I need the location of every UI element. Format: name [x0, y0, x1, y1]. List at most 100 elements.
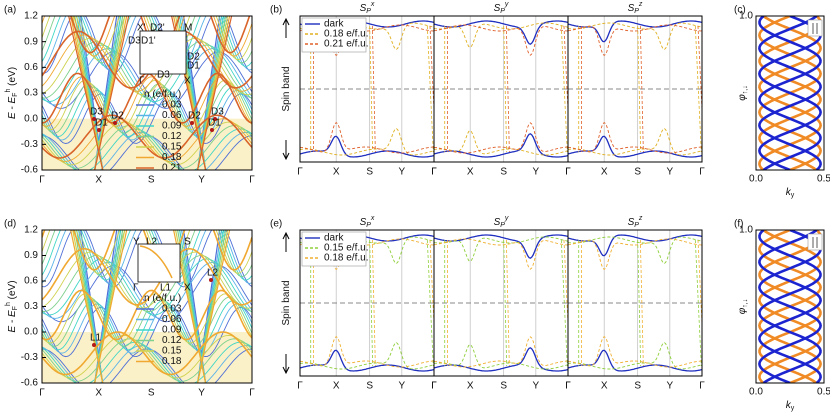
arrow-down	[282, 354, 290, 375]
spin-curve	[434, 22, 568, 48]
x-tick-label: Γ	[297, 167, 303, 178]
x-axis-label-sub: y	[791, 192, 795, 199]
y-tick-label: -0.3	[21, 139, 39, 150]
clipped-group	[434, 230, 568, 376]
spin-curve	[300, 336, 434, 368]
subplot-title: SPy	[494, 215, 509, 229]
band-curve	[42, 230, 252, 271]
subplot-title-main: S	[360, 217, 367, 228]
band-curve	[42, 83, 252, 134]
band-curve	[42, 230, 252, 274]
spin-curve	[300, 122, 434, 154]
legend-title: n (e/f.u.)	[144, 293, 181, 304]
y-axis-label-main: φ	[737, 94, 748, 101]
spin-curve	[300, 135, 434, 158]
clipped-group	[434, 16, 568, 162]
plot-frame	[755, 229, 825, 384]
point-label: D3	[90, 107, 103, 118]
cone-line	[70, 230, 104, 383]
spin-curve	[434, 130, 568, 156]
y-axis-label: Spin band	[281, 66, 292, 111]
point-dot	[92, 117, 96, 121]
spin-curve	[568, 349, 702, 372]
y-tick-label: 1.2	[24, 11, 38, 22]
subplot-title-sub: P	[634, 222, 639, 229]
y-axis-label-sub: F	[12, 306, 19, 310]
y-tick-label: 0.6	[24, 276, 38, 287]
subplot-title-sub: P	[366, 8, 371, 15]
clipped-group	[758, 16, 822, 170]
spin-vertical	[429, 25, 434, 119]
x-tick-label: X	[467, 381, 474, 392]
subplot-title-main: S	[494, 3, 501, 14]
cone-line	[68, 16, 104, 170]
subplot-frame	[567, 15, 703, 163]
spin-curve	[434, 347, 568, 372]
x-tick-label: Y	[198, 388, 205, 399]
spin-vertical	[563, 25, 568, 119]
spin-curve	[434, 20, 568, 45]
inset-label: D1	[187, 61, 200, 72]
y-tick-label: 1.0	[739, 225, 753, 236]
x-tick-label: S	[500, 381, 507, 392]
spin-vertical	[503, 25, 508, 153]
x-tick-label: Γ	[565, 381, 571, 392]
x-tick-label: Γ	[297, 381, 303, 392]
spin-vertical	[694, 25, 702, 153]
clipped-group	[758, 230, 822, 383]
arrow-down	[282, 140, 290, 161]
subplot-title-sub: P	[366, 222, 371, 229]
y-axis-label: φ↑,↓	[737, 85, 749, 100]
band-curve	[42, 338, 252, 382]
spin-curve	[434, 234, 568, 259]
inset-label: X	[184, 76, 191, 87]
y-tick-label: 1.0	[739, 11, 753, 22]
inset-label: D1'	[141, 36, 156, 47]
band-curve	[42, 16, 252, 61]
texture-curve	[758, 16, 822, 170]
spin-curve	[434, 344, 568, 370]
texture-curve	[758, 16, 822, 170]
spin-vertical	[503, 239, 508, 367]
y-axis-label-sup: h	[5, 89, 12, 93]
subplot-title: SPz	[628, 215, 643, 229]
x-tick-label: Γ	[699, 381, 705, 392]
y-axis-label-main: φ	[737, 307, 748, 314]
inset-path	[139, 245, 173, 279]
cone-line	[197, 230, 231, 383]
x-tick-label: S	[366, 167, 373, 178]
spin-vertical	[369, 239, 374, 367]
spin-vertical	[639, 239, 644, 367]
y-tick-label: 0.3	[24, 301, 38, 312]
cone-line	[94, 16, 130, 170]
point-dot	[210, 128, 214, 132]
point-dot	[113, 121, 117, 125]
spin-curve	[568, 20, 702, 43]
y-axis-label-main: Spin band	[281, 280, 292, 325]
spin-vertical	[697, 25, 702, 119]
legend-title-main: n	[144, 293, 150, 304]
spin-vertical	[637, 239, 642, 367]
legend-label: 0.15 e/f.u.	[324, 243, 368, 254]
y-tick-label: -0.6	[21, 378, 39, 389]
x-tick-label: Y	[533, 167, 540, 178]
plot-frame	[755, 15, 825, 171]
band-curve	[42, 334, 252, 379]
subplot-frame	[567, 229, 703, 377]
inset-label: L2	[146, 237, 158, 248]
legend-label: 0.21	[162, 163, 182, 174]
band-curve	[42, 306, 252, 358]
x-tick-label: Γ	[431, 381, 437, 392]
x-tick-label: Γ	[565, 167, 571, 178]
x-tick-label: 0.0	[749, 174, 763, 185]
point-label: D1	[95, 118, 108, 129]
x-tick-label: X	[333, 381, 340, 392]
legend-label: 0.12	[162, 131, 182, 142]
x-tick-label: 0.0	[749, 387, 763, 398]
spin-curve	[434, 236, 568, 262]
x-tick-label: Y	[399, 381, 406, 392]
x-axis-label: ky	[786, 187, 795, 199]
band-curve	[42, 341, 252, 383]
legend-label: 0.18 e/f.u.	[324, 29, 368, 40]
